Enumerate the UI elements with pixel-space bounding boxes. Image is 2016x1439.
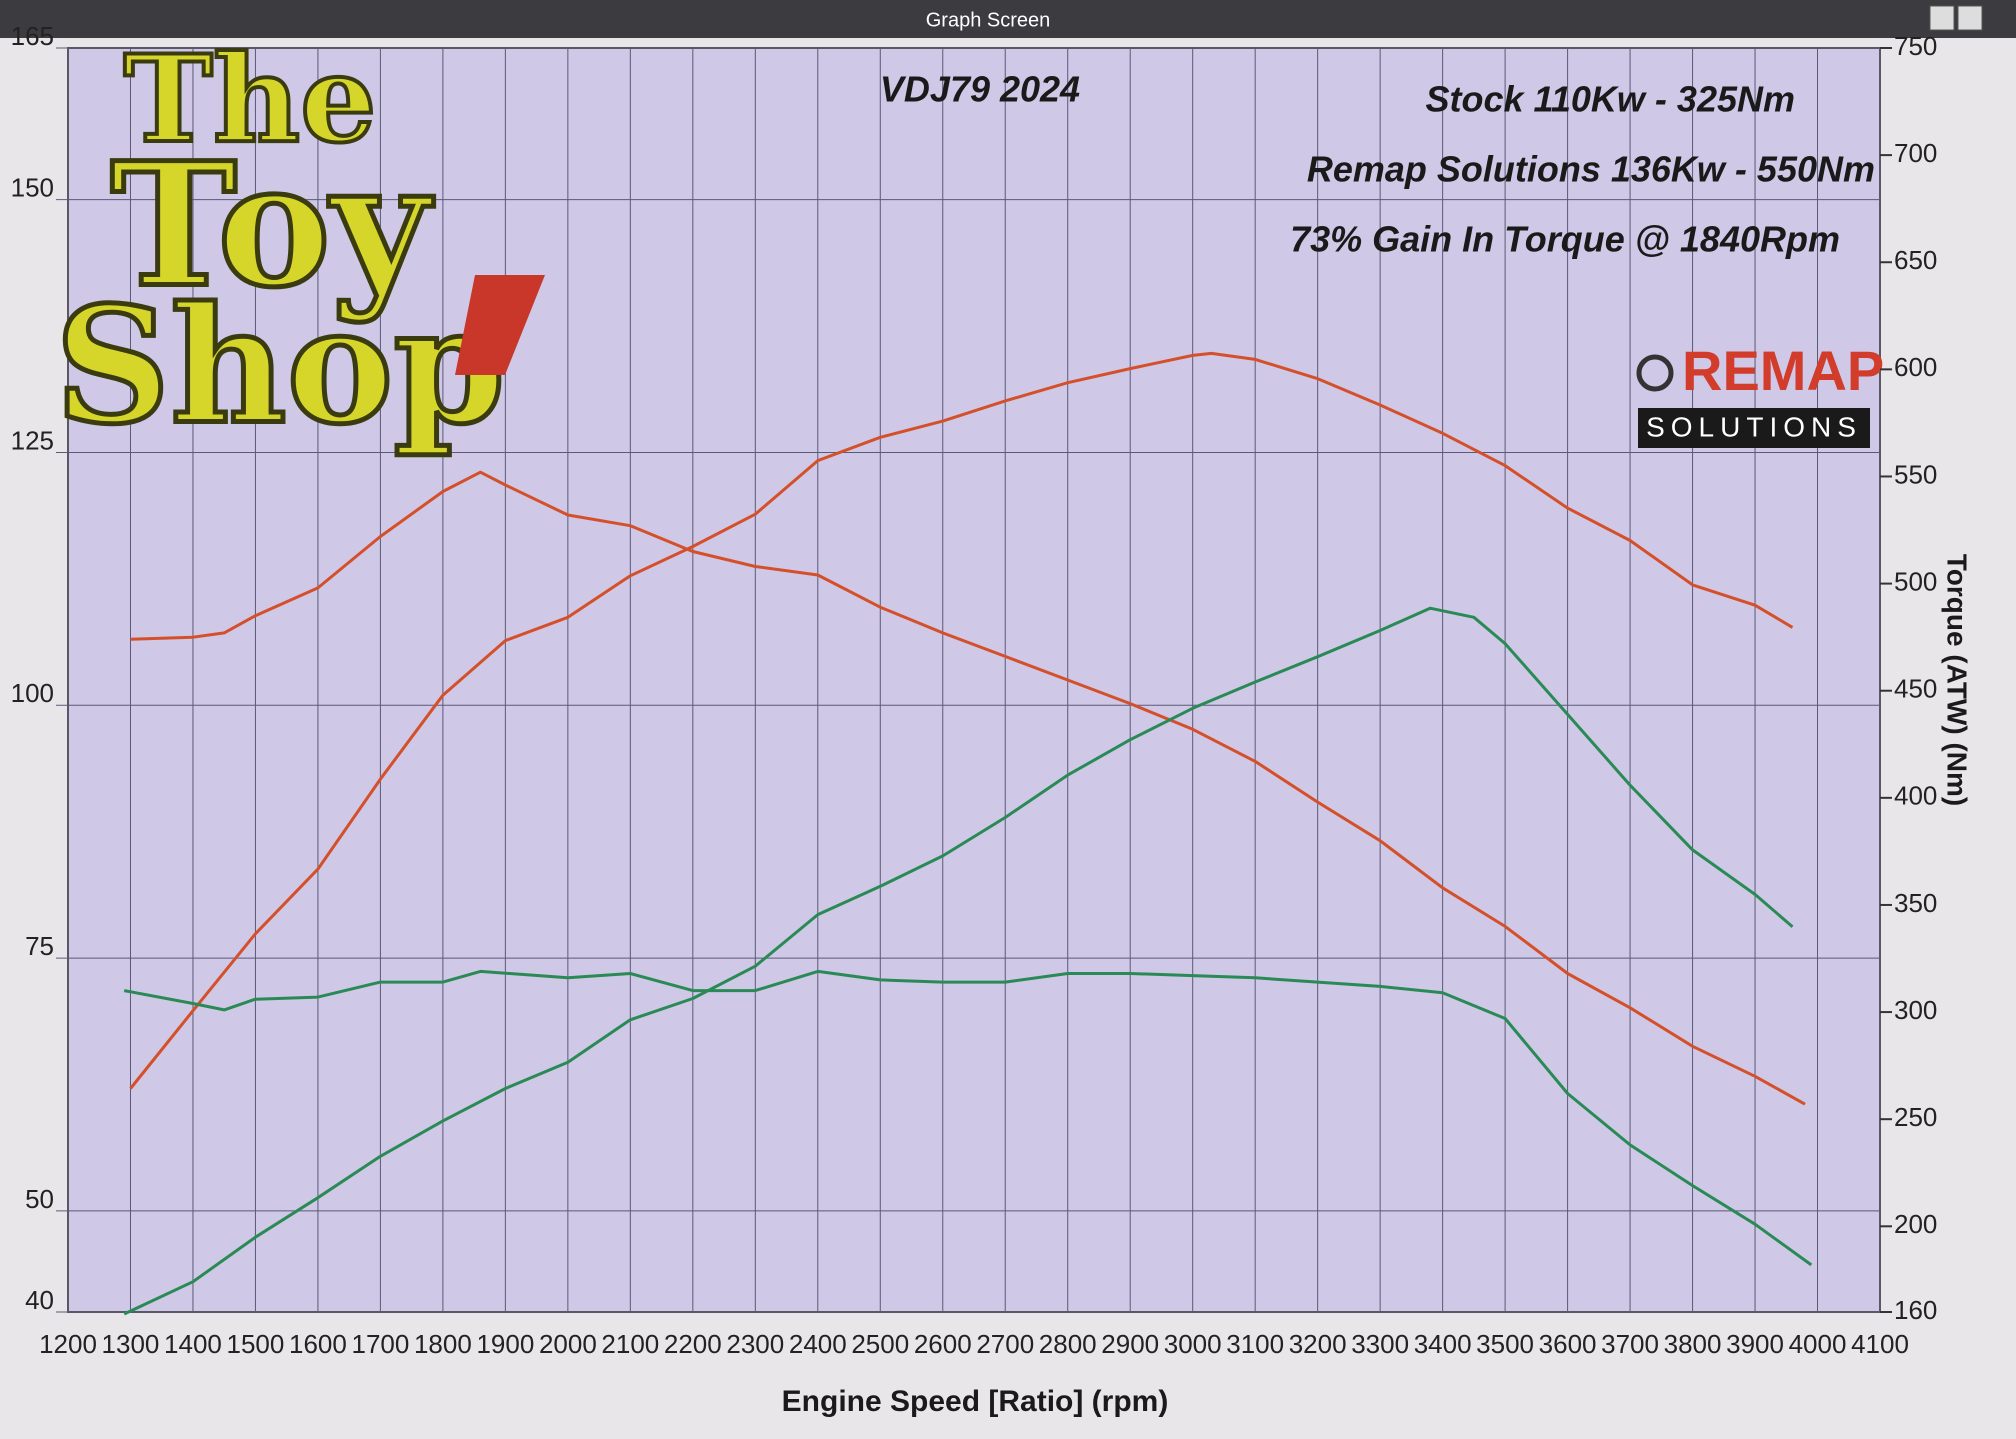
series-line xyxy=(123,969,1813,1267)
x-tick-label: 2400 xyxy=(789,1329,847,1359)
y-tick-label: 150 xyxy=(11,173,54,203)
x-tick-label: 2100 xyxy=(601,1329,659,1359)
chart-title: VDJ79 2024 xyxy=(880,69,1080,110)
x-tick-label: 1800 xyxy=(414,1329,472,1359)
y-tick-label: 125 xyxy=(11,425,54,455)
x-tick-label: 3000 xyxy=(1164,1329,1222,1359)
y2-tick-label: 200 xyxy=(1894,1209,1937,1239)
y2-tick-label: 450 xyxy=(1894,674,1937,704)
logo: The Toy Shop xyxy=(52,27,545,462)
logo-text: Toy xyxy=(110,126,433,326)
series-line xyxy=(123,606,1794,1316)
logo-stripes xyxy=(455,275,545,375)
annotation: Stock 110Kw - 325Nm xyxy=(1426,79,1796,120)
window-title: Graph Screen xyxy=(926,9,1051,31)
brand-name: REMAP xyxy=(1682,339,1884,402)
y-tick-label: 100 xyxy=(11,678,54,708)
brand: REMAP SOLUTIONS xyxy=(1636,339,1884,448)
x-tick-label: 1200 xyxy=(39,1329,97,1359)
y2-axis-title: Torque (ATW) (Nm) xyxy=(1942,554,1973,806)
x-tick-label: 3500 xyxy=(1476,1329,1534,1359)
x-tick-label: 2700 xyxy=(976,1329,1034,1359)
y-tick-label: 50 xyxy=(25,1184,54,1214)
x-tick-label: 3200 xyxy=(1289,1329,1347,1359)
x-tick-label: 2000 xyxy=(539,1329,597,1359)
y2-tick-label: 160 xyxy=(1894,1295,1937,1325)
x-tick-label: 3700 xyxy=(1601,1329,1659,1359)
y2-tick-label: 500 xyxy=(1894,566,1937,596)
y2-tick-label: 400 xyxy=(1894,781,1937,811)
brand-icon xyxy=(1636,354,1674,392)
y-tick-label: 40 xyxy=(25,1285,54,1315)
x-tick-label: 1900 xyxy=(476,1329,534,1359)
y2-tick-label: 350 xyxy=(1894,888,1937,918)
logo-text: Shop xyxy=(55,272,505,460)
y-tick-label: 165 xyxy=(11,21,54,51)
x-tick-label: 2900 xyxy=(1101,1329,1159,1359)
window-bar xyxy=(0,0,2016,38)
y-tick-label: 75 xyxy=(25,931,54,961)
y2-tick-label: 250 xyxy=(1894,1102,1937,1132)
y2-tick-label: 650 xyxy=(1894,245,1937,275)
y2-tick-label: 550 xyxy=(1894,459,1937,489)
x-tick-label: 3400 xyxy=(1414,1329,1472,1359)
series-line xyxy=(129,351,1794,1090)
y2-tick-label: 700 xyxy=(1894,138,1937,168)
x-tick-label: 4100 xyxy=(1851,1329,1909,1359)
x-tick-label: 3900 xyxy=(1726,1329,1784,1359)
x-tick-label: 2800 xyxy=(1039,1329,1097,1359)
x-tick-label: 2600 xyxy=(914,1329,972,1359)
x-tick-label: 4000 xyxy=(1789,1329,1847,1359)
x-tick-label: 2300 xyxy=(726,1329,784,1359)
y2-tick-label: 300 xyxy=(1894,995,1937,1025)
x-tick-label: 3800 xyxy=(1664,1329,1722,1359)
window-button[interactable] xyxy=(1929,5,1955,31)
x-axis-title: Engine Speed [Ratio] (rpm) xyxy=(782,1385,1169,1418)
series-line xyxy=(130,470,1806,1106)
x-tick-label: 3600 xyxy=(1539,1329,1597,1359)
brand-tagline: SOLUTIONS xyxy=(1646,411,1862,442)
annotation: 73% Gain In Torque @ 1840Rpm xyxy=(1290,219,1840,260)
logo-text: The xyxy=(124,29,377,170)
window-button[interactable] xyxy=(1957,5,1983,31)
x-tick-label: 1600 xyxy=(289,1329,347,1359)
x-tick-label: 3100 xyxy=(1226,1329,1284,1359)
x-tick-label: 1500 xyxy=(227,1329,285,1359)
x-tick-label: 1700 xyxy=(351,1329,409,1359)
x-tick-label: 1300 xyxy=(102,1329,160,1359)
x-tick-label: 2200 xyxy=(664,1329,722,1359)
y2-tick-label: 600 xyxy=(1894,352,1937,382)
x-tick-label: 2500 xyxy=(851,1329,909,1359)
x-tick-label: 3300 xyxy=(1351,1329,1409,1359)
x-tick-label: 1400 xyxy=(164,1329,222,1359)
y2-tick-label: 750 xyxy=(1894,31,1937,61)
annotation: Remap Solutions 136Kw - 550Nm xyxy=(1307,149,1875,190)
brand-box xyxy=(1638,408,1870,448)
